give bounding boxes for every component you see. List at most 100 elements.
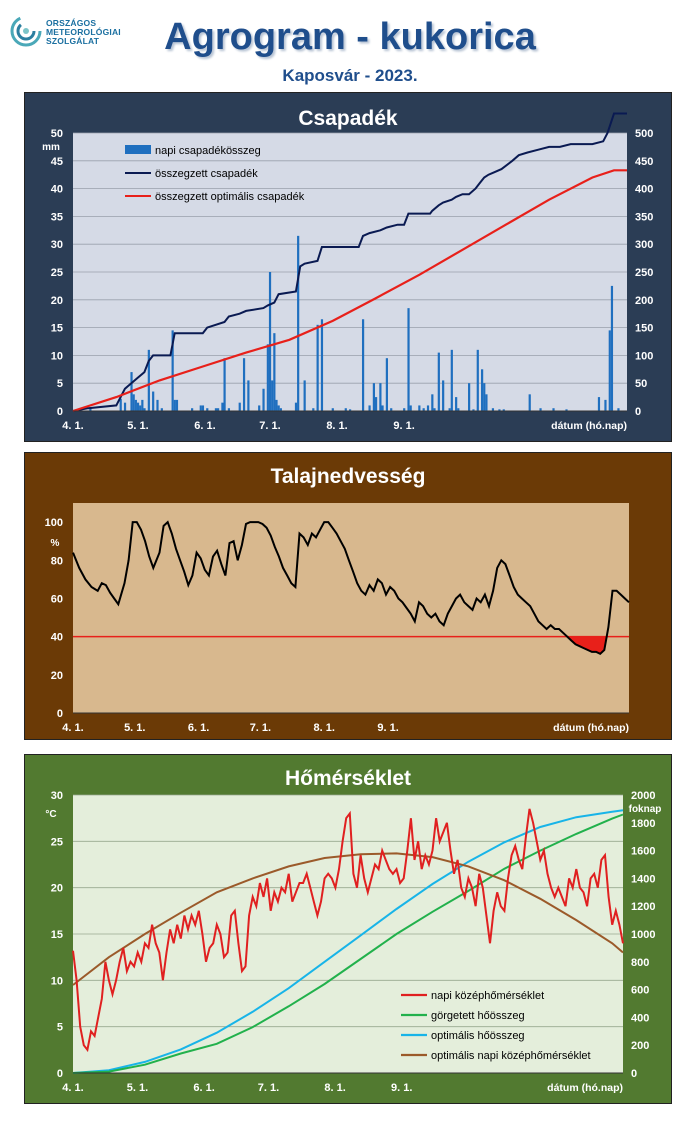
precipitation-daily-bar	[426, 405, 430, 411]
precipitation-daily-bar	[316, 324, 319, 411]
temperature-legend-label: optimális napi középhőmérséklet	[431, 1050, 591, 1062]
soil-moisture-x-tick: 4. 1.	[62, 722, 83, 734]
soil-moisture-x-tick: 6. 1.	[188, 722, 209, 734]
precipitation-daily-bar	[379, 383, 382, 411]
precipitation-right-tick: 500	[635, 128, 653, 140]
page-subtitle: Kaposvár - 2023.	[282, 66, 418, 85]
precipitation-daily-bar	[498, 409, 501, 411]
precipitation-daily-bar	[191, 408, 194, 411]
precipitation-legend-label: napi csapadékösszeg	[155, 145, 261, 157]
temperature-x-tick: 8. 1.	[324, 1082, 345, 1094]
precipitation-daily-bar	[320, 319, 324, 411]
soil-moisture-deficit-area	[567, 636, 607, 654]
precipitation-daily-bar	[468, 383, 471, 411]
precipitation-daily-bar	[199, 405, 202, 411]
precipitation-daily-bar	[147, 349, 150, 411]
precipitation-chart-title: Csapadék	[298, 107, 398, 130]
precipitation-legend-label: összegzett csapadék	[155, 168, 258, 180]
precipitation-daily-bar	[206, 408, 209, 411]
precipitation-daily-bar	[294, 402, 298, 411]
soil-moisture-y-tick: 100	[45, 517, 63, 529]
precipitation-daily-bar	[344, 408, 347, 411]
precipitation-daily-bar	[418, 405, 421, 411]
precipitation-left-tick: 15	[51, 323, 63, 335]
precipitation-left-tick: 25	[51, 267, 63, 279]
temperature-left-tick: 0	[57, 1068, 63, 1080]
precipitation-daily-bar	[349, 409, 352, 411]
temperature-rolling-heat-sum-line	[72, 813, 624, 1074]
temperature-left-tick: 5	[57, 1022, 63, 1034]
temperature-right-tick: 1200	[631, 901, 655, 913]
precipitation-daily-bar	[171, 330, 174, 411]
precipitation-daily-bar	[139, 405, 142, 411]
precipitation-daily-bar	[268, 272, 272, 411]
temperature-right-tick: 2000	[631, 790, 655, 802]
precipitation-right-tick: 250	[635, 267, 653, 279]
precipitation-daily-bar	[565, 409, 568, 411]
precipitation-daily-bar	[173, 399, 176, 411]
precipitation-daily-bar	[450, 349, 453, 411]
soil-moisture-x-tick: 5. 1.	[124, 722, 145, 734]
temperature-right-tick: 1600	[631, 846, 655, 858]
temperature-optimal-daily-mean-line	[72, 852, 624, 986]
precipitation-x-tick: 5. 1.	[127, 420, 148, 432]
precipitation-right-tick: 50	[635, 378, 647, 390]
precipitation-daily-bar	[242, 358, 246, 411]
precipitation-daily-bar	[403, 408, 406, 411]
precipitation-right-tick: 450	[635, 156, 653, 168]
temperature-daily-mean-line	[72, 808, 624, 1053]
precipitation-left-tick: 0	[57, 406, 63, 418]
precipitation-daily-bar	[385, 358, 388, 411]
precipitation-daily-bar	[312, 408, 315, 411]
precipitation-daily-bar	[156, 399, 159, 411]
logo-swirl-icon	[10, 15, 42, 47]
soil-moisture-y-tick: 40	[51, 632, 63, 644]
precipitation-daily-bar	[372, 383, 376, 411]
soil-moisture-x-axis-label: dátum (hó.nap)	[553, 722, 629, 734]
precipitation-daily-bar	[610, 285, 614, 411]
precipitation-daily-bar	[238, 402, 241, 411]
precipitation-x-tick: 8. 1.	[326, 420, 347, 432]
soil-moisture-y-tick: 20	[51, 670, 63, 682]
precipitation-legend-swatch-bar	[125, 145, 151, 154]
temperature-left-unit: °C	[45, 809, 56, 820]
precipitation-daily-bar	[216, 408, 220, 411]
temperature-legend-label: optimális hőösszeg	[431, 1030, 525, 1042]
precipitation-right-tick: 150	[635, 323, 653, 335]
precipitation-left-unit: mm	[42, 142, 60, 153]
precipitation-daily-bar	[491, 408, 495, 411]
precipitation-daily-bar	[262, 388, 265, 411]
soil-moisture-plot-area	[73, 503, 629, 713]
soil-moisture-y-tick: 60	[51, 593, 63, 605]
precipitation-legend-label: összegzett optimális csapadék	[155, 191, 305, 203]
precipitation-right-tick: 400	[635, 184, 653, 196]
temperature-left-tick: 15	[51, 929, 63, 941]
precipitation-daily-bar	[431, 394, 434, 411]
precipitation-daily-bar	[528, 394, 531, 411]
precipitation-daily-bar	[361, 319, 365, 411]
precipitation-daily-bar	[227, 408, 231, 411]
precipitation-right-tick: 100	[635, 350, 653, 362]
precipitation-x-axis-label: dátum (hó.nap)	[551, 420, 627, 432]
precipitation-daily-bar	[273, 333, 276, 411]
precipitation-daily-bar	[136, 402, 140, 411]
logo-text: ORSZÁGOS METEOROLÓGIAI SZOLGÁLAT	[46, 19, 121, 46]
precipitation-daily-bar	[390, 408, 393, 411]
precipitation-x-tick: 9. 1.	[393, 420, 414, 432]
precipitation-daily-bar	[223, 358, 226, 411]
precipitation-x-tick: 4. 1.	[62, 420, 83, 432]
temperature-left-tick: 30	[51, 790, 63, 802]
precipitation-left-tick: 40	[51, 184, 63, 196]
precipitation-daily-bar	[608, 330, 611, 411]
precipitation-daily-bar	[141, 399, 144, 411]
temperature-right-tick: 400	[631, 1012, 649, 1024]
precipitation-daily-bar	[275, 399, 278, 411]
precipitation-daily-bar	[247, 380, 250, 411]
precipitation-daily-bar	[604, 399, 607, 411]
logo-line-3: SZOLGÁLAT	[46, 36, 100, 46]
precipitation-daily-bar	[437, 352, 440, 411]
soil-moisture-x-tick: 8. 1.	[314, 722, 335, 734]
precipitation-daily-bar	[481, 369, 484, 411]
precipitation-daily-bar	[297, 235, 300, 411]
temperature-x-tick: 9. 1.	[391, 1082, 412, 1094]
